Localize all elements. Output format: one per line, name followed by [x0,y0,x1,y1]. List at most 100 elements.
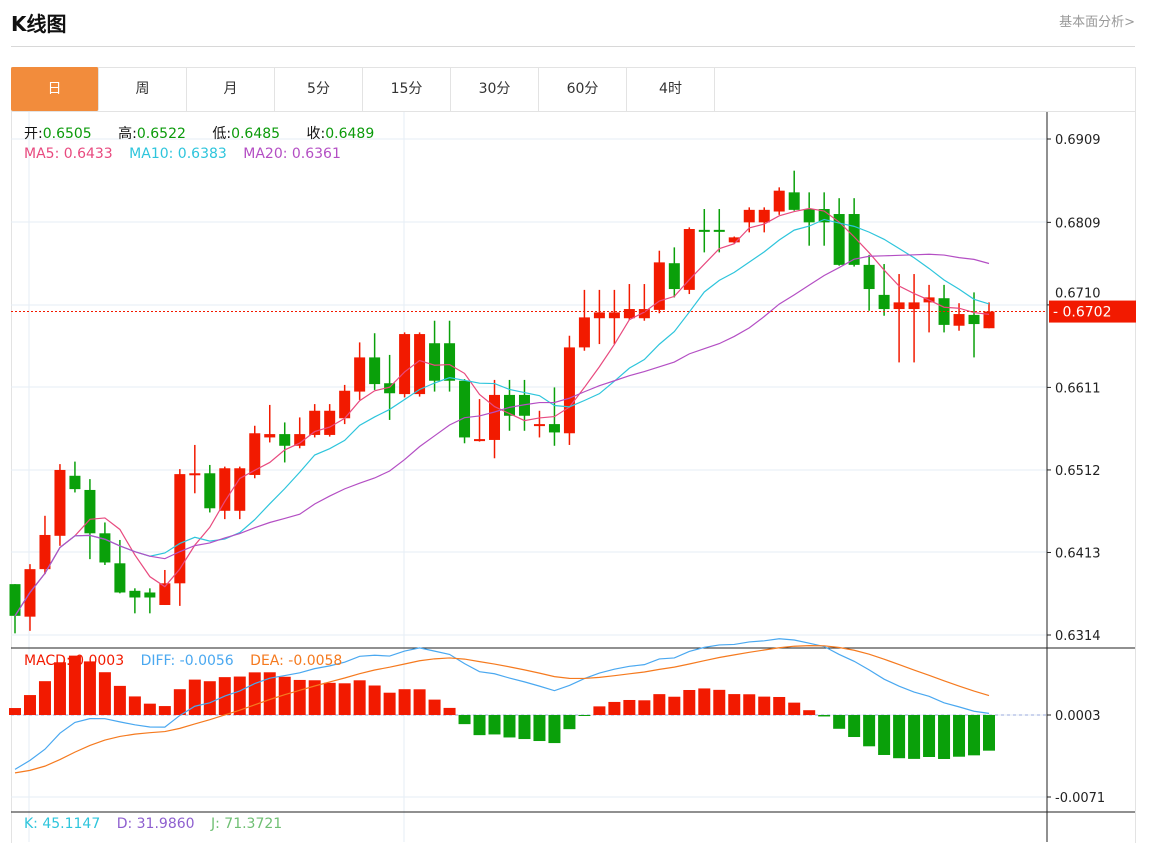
candle [174,469,186,606]
candle-body [848,214,860,265]
candle [39,515,51,575]
macd-bar [158,706,171,715]
candle-body [39,534,51,570]
candle [878,264,890,316]
candle [968,292,980,358]
candle-body [773,190,785,212]
macd-bar [638,700,651,715]
candle-body [563,347,575,434]
macd-bar [713,689,726,715]
candle [503,379,515,431]
tab-5min[interactable]: 5分 [275,67,363,111]
page-title: K线图 [11,12,67,36]
candle-body [54,469,66,536]
macd-bar [308,680,321,715]
tab-60min[interactable]: 60分 [539,67,627,111]
open-label: 开: [24,126,43,142]
candle-body [698,229,710,232]
macd-bar [173,689,186,715]
tab-4hour[interactable]: 4时 [627,67,715,111]
candle [698,209,710,253]
tab-day[interactable]: 日 [11,67,99,111]
macd-bar [968,715,981,756]
candle-body [863,264,875,290]
macd-bar [563,715,576,730]
candle [758,207,770,233]
close-value: 0.6489 [325,126,375,142]
macd-bar [743,694,756,715]
candle [279,422,291,463]
macd-bar [428,699,441,715]
current-price-badge [1049,300,1136,323]
price-tick-label: 0.6314 [1055,629,1101,644]
candle-body [339,390,351,419]
candle [623,284,635,320]
macd-bar [323,682,336,715]
macd-bar [113,685,126,715]
candle [99,522,111,565]
candle-body [429,343,441,381]
macd-bar [668,696,681,715]
candle-body [983,311,995,329]
candle-body [788,192,800,210]
macd-bar [353,680,366,715]
candle-body [414,334,426,395]
chart-panel [11,67,1136,843]
macd-bar [548,715,561,744]
candle-body [264,434,276,438]
tab-week[interactable]: 周 [99,67,187,111]
diff-value: DIFF: -0.0056 [140,653,234,669]
macd-bar [53,662,66,715]
candle [189,444,201,494]
tab-30min[interactable]: 30分 [451,67,539,111]
macd-tick-label: 0.0003 [1055,709,1101,724]
macd-bar [458,715,471,725]
ma10-value: MA10: 0.6383 [129,146,227,162]
candle [69,461,81,493]
macd-bar [443,707,456,715]
candle [249,425,261,479]
macd-bar [9,708,21,715]
candle-body [69,475,81,490]
tab-month[interactable]: 月 [187,67,275,111]
price-tick-label: 0.6710 [1055,287,1101,302]
candle-body [803,209,815,223]
macd-value: MACD: 0.0003 [24,653,125,669]
header-divider [11,46,1135,47]
candle [533,410,545,438]
candle-body [354,357,366,392]
macd-bar [728,694,741,715]
candle [444,320,456,392]
candle [923,284,935,333]
candle-body [638,309,650,319]
macd-bar [293,679,306,715]
macd-bar [473,715,486,736]
macd-bar [923,715,936,757]
close-label: 收: [306,126,326,142]
tab-15min[interactable]: 15分 [363,67,451,111]
candle-body [114,563,126,593]
macd-bar [233,676,246,715]
macd-bar [983,715,995,751]
ohlc-legend: 开:0.6505 高:0.6522 低:0.6485 收:0.6489 [24,123,398,143]
candle-body [608,312,620,319]
macd-bar [653,694,666,715]
ma5-value: MA5: 0.6433 [24,146,113,162]
candle [54,464,66,546]
candle [129,588,141,614]
candle [489,379,501,459]
macd-bar [98,672,111,715]
macd-bar [128,696,141,715]
candle [414,332,426,397]
candle-body [833,214,845,265]
candle [234,466,246,520]
candle [608,289,620,345]
j-value: J: 71.3721 [211,816,283,832]
candle-body [713,229,725,232]
price-tick-label: 0.6413 [1055,546,1101,561]
candle-body [294,434,306,446]
price-tick-label: 0.6809 [1055,216,1101,231]
fundamental-analysis-link[interactable]: 基本面分析> [1059,15,1135,30]
candle [9,584,21,634]
